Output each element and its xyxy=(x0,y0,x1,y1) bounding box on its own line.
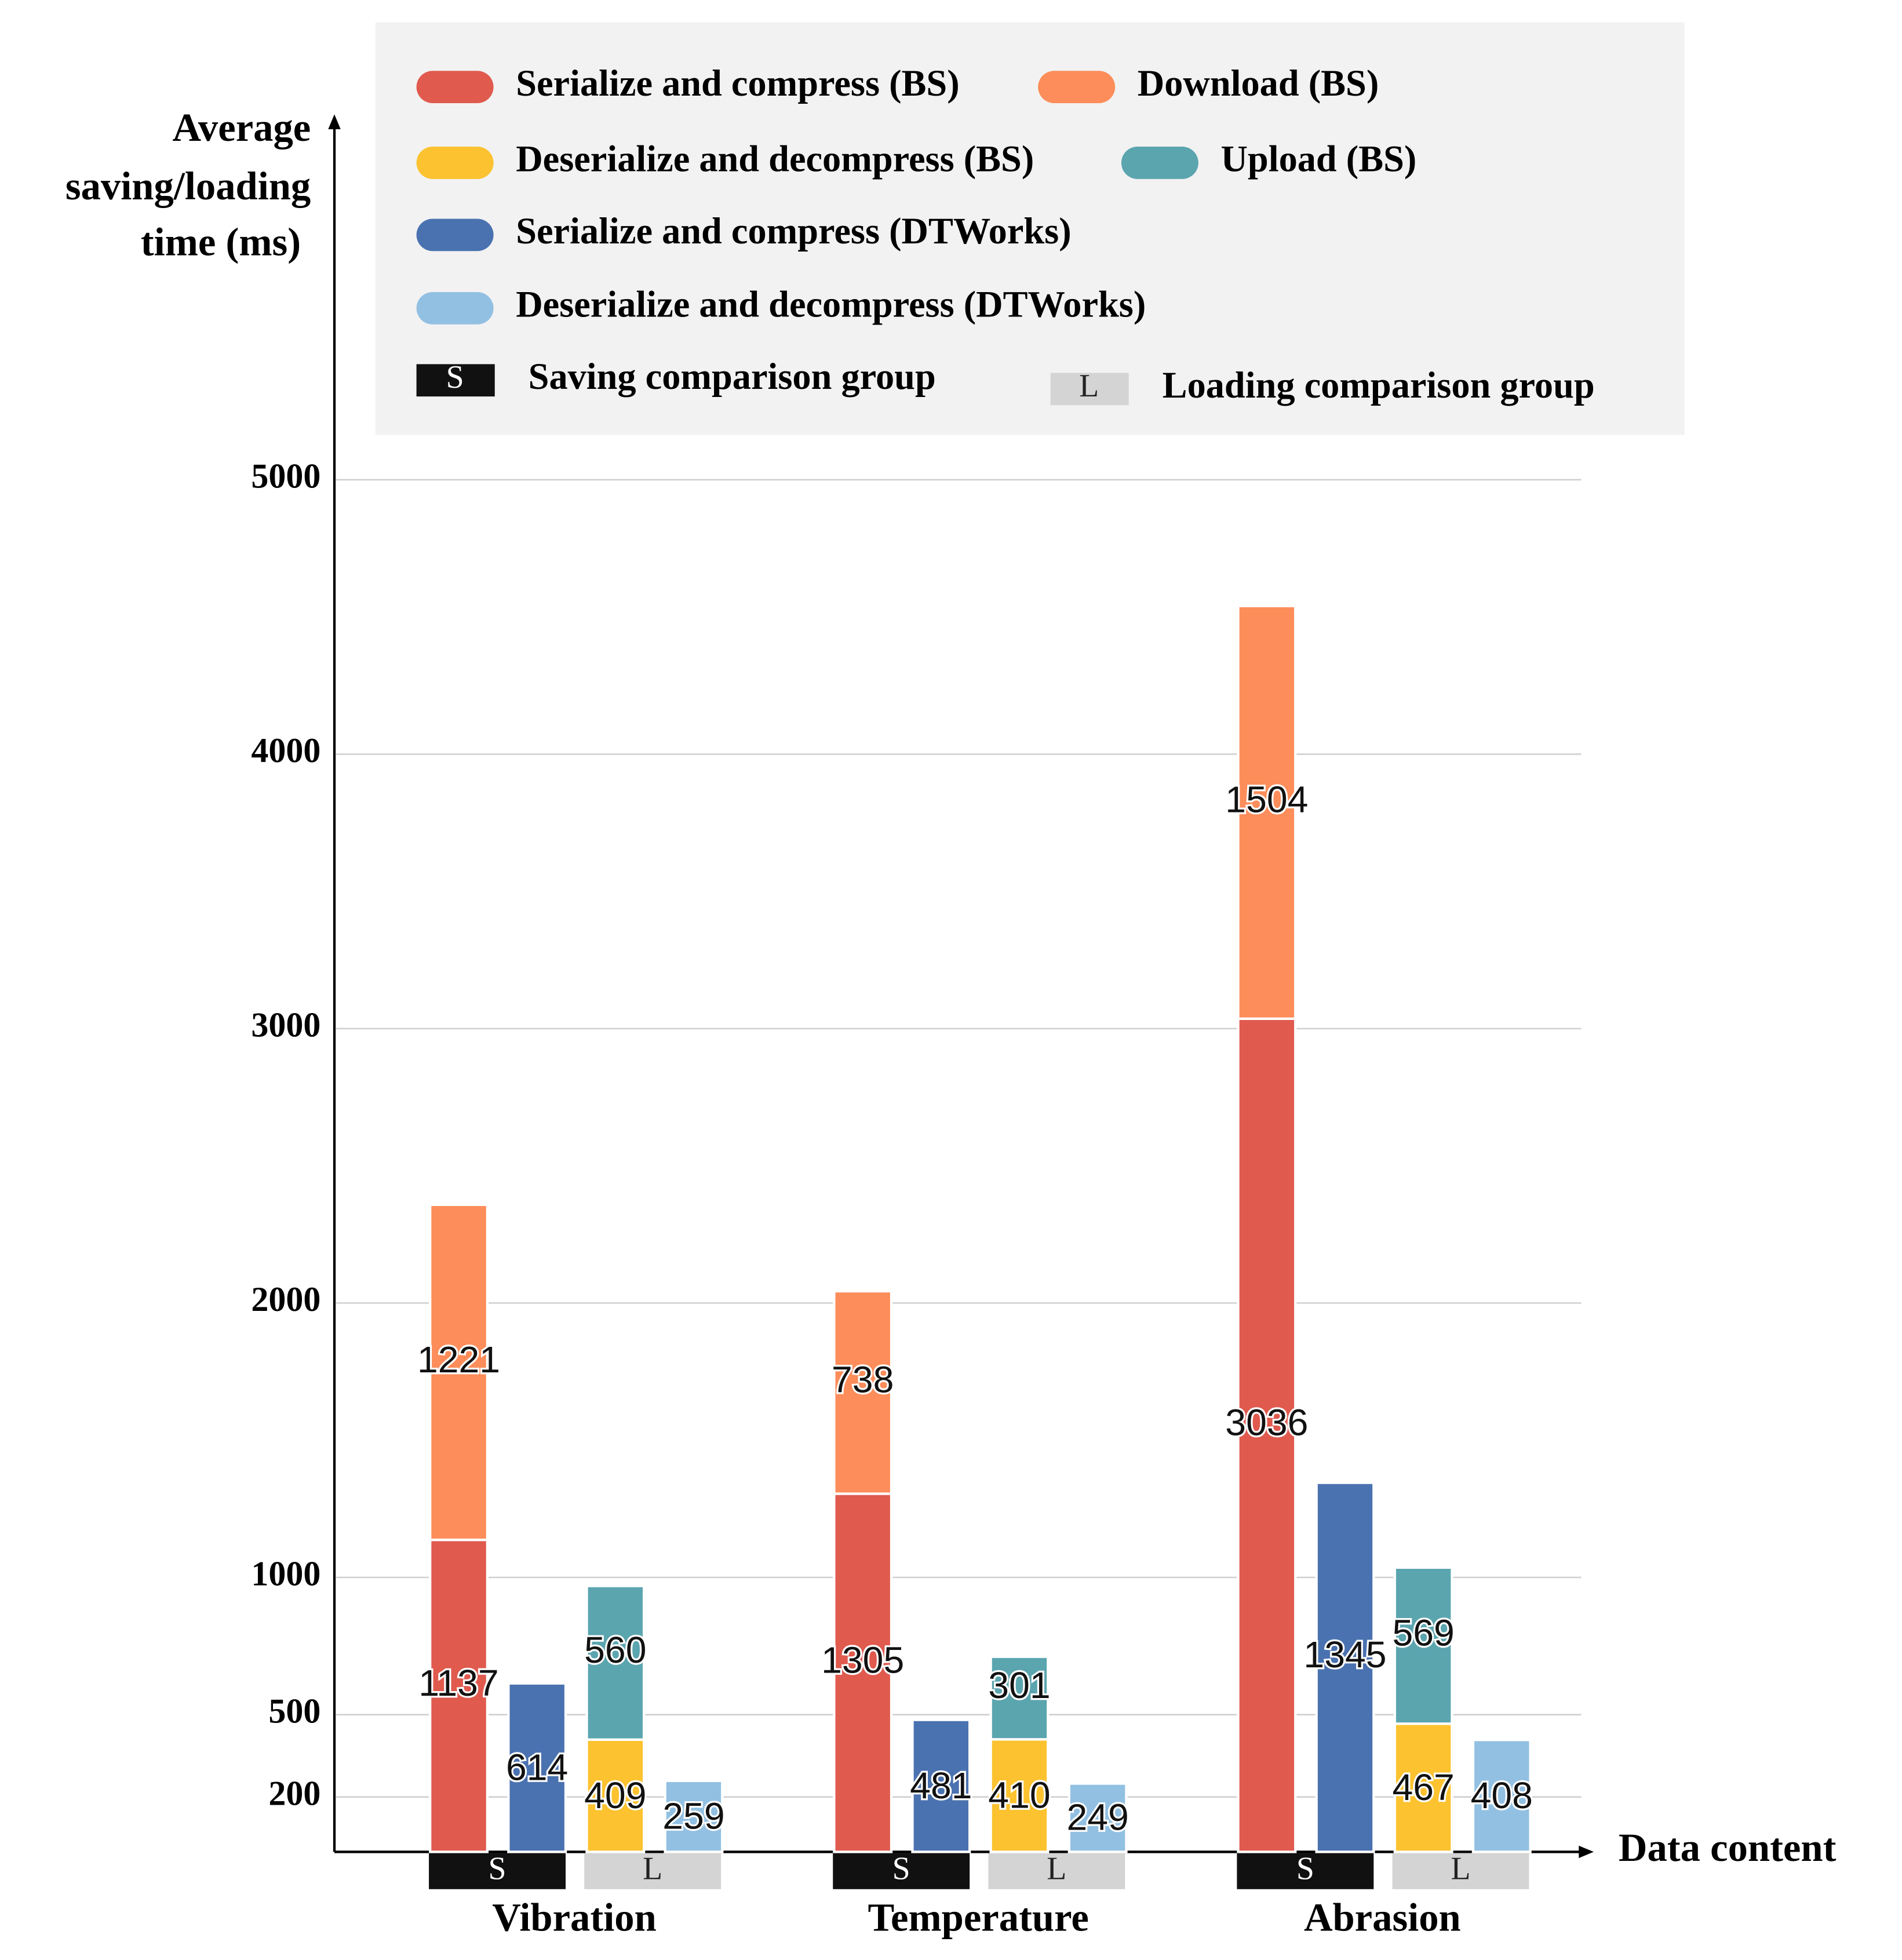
legend-label: Download (BS) xyxy=(1138,63,1379,104)
bar xyxy=(1393,1722,1453,1853)
legend-swatch xyxy=(416,292,494,325)
group-box xyxy=(988,1853,1125,1889)
group-key: L xyxy=(1451,1851,1470,1887)
bar xyxy=(507,1682,567,1853)
data-label: 1221 xyxy=(417,1339,500,1380)
y-tick-label: 200 xyxy=(268,1774,320,1813)
bar xyxy=(833,1289,893,1495)
data-label: 1504 xyxy=(1225,779,1308,821)
group-key: S xyxy=(892,1851,910,1887)
legend-label: Loading comparison group xyxy=(1163,365,1595,406)
x-tick-label: Temperature xyxy=(868,1895,1089,1939)
legend-key: L xyxy=(1079,368,1099,404)
legend-label: Saving comparison group xyxy=(529,356,936,397)
data-label: 301 xyxy=(988,1664,1050,1706)
data-label: 481 xyxy=(910,1765,972,1806)
bar xyxy=(585,1584,646,1741)
bar xyxy=(1471,1739,1532,1853)
x-tick-label: Vibration xyxy=(492,1895,656,1939)
group-key: L xyxy=(643,1851,662,1887)
y-axis-label: time (ms) xyxy=(141,220,301,264)
legend-label: Serialize and compress (BS) xyxy=(516,63,959,104)
bar xyxy=(429,1203,489,1542)
bar xyxy=(664,1779,724,1853)
bar xyxy=(989,1655,1050,1741)
data-label: 410 xyxy=(988,1775,1050,1816)
group-key: S xyxy=(1296,1851,1314,1887)
data-label: 408 xyxy=(1471,1775,1533,1816)
data-label: 614 xyxy=(506,1746,568,1788)
data-label: 1137 xyxy=(418,1662,498,1704)
data-label: 467 xyxy=(1392,1766,1454,1808)
y-tick-label: 5000 xyxy=(251,457,320,496)
legend-swatch xyxy=(416,218,494,252)
data-label: 569 xyxy=(1392,1612,1454,1653)
x-axis-arrow xyxy=(1579,1845,1594,1859)
bar xyxy=(911,1718,971,1853)
data-label: 1345 xyxy=(1303,1634,1386,1675)
x-axis-label: Data content xyxy=(1619,1826,1837,1870)
bar xyxy=(1393,1566,1453,1725)
data-label: 738 xyxy=(832,1359,894,1401)
y-tick-label: 1000 xyxy=(251,1554,320,1593)
bar xyxy=(1237,1017,1297,1853)
legend-box xyxy=(375,22,1685,435)
bar xyxy=(989,1738,1050,1853)
data-label: 259 xyxy=(662,1795,724,1837)
bar xyxy=(833,1492,893,1853)
data-label: 1305 xyxy=(821,1639,904,1681)
y-tick-label: 500 xyxy=(268,1691,320,1730)
bar xyxy=(1067,1782,1128,1853)
y-tick-label: 4000 xyxy=(251,731,320,770)
group-box xyxy=(1392,1853,1529,1889)
y-axis-arrow xyxy=(328,114,341,130)
data-label: 409 xyxy=(584,1775,646,1816)
data-label: 249 xyxy=(1066,1797,1128,1838)
group-box xyxy=(833,1853,970,1889)
legend-swatch xyxy=(416,71,494,103)
y-tick-label: 2000 xyxy=(251,1280,320,1318)
y-tick-label: 3000 xyxy=(251,1005,320,1044)
group-key: L xyxy=(1047,1851,1066,1887)
legend-swatch xyxy=(416,147,494,179)
bar xyxy=(1315,1481,1375,1853)
legend-swatch xyxy=(1038,71,1116,103)
legend-swatch xyxy=(1050,373,1129,406)
legend-label: Deserialize and decompress (BS) xyxy=(516,139,1034,180)
group-key: S xyxy=(489,1851,507,1887)
bar xyxy=(1237,604,1297,1020)
y-axis-label: saving/loading xyxy=(65,164,311,208)
legend-swatch xyxy=(1121,147,1198,179)
data-label: 560 xyxy=(584,1629,646,1671)
group-box xyxy=(429,1853,566,1889)
legend-swatch xyxy=(416,364,495,397)
legend-label: Deserialize and decompress (DTWorks) xyxy=(516,284,1146,325)
legend-key: S xyxy=(446,359,464,395)
group-box xyxy=(1237,1853,1374,1889)
x-tick-label: Abrasion xyxy=(1304,1895,1461,1939)
data-label: 3036 xyxy=(1225,1401,1308,1443)
legend-label: Serialize and compress (DTWorks) xyxy=(516,210,1071,252)
y-axis-label: Average xyxy=(172,105,311,150)
group-box xyxy=(584,1853,722,1889)
legend-label: Upload (BS) xyxy=(1220,139,1416,180)
